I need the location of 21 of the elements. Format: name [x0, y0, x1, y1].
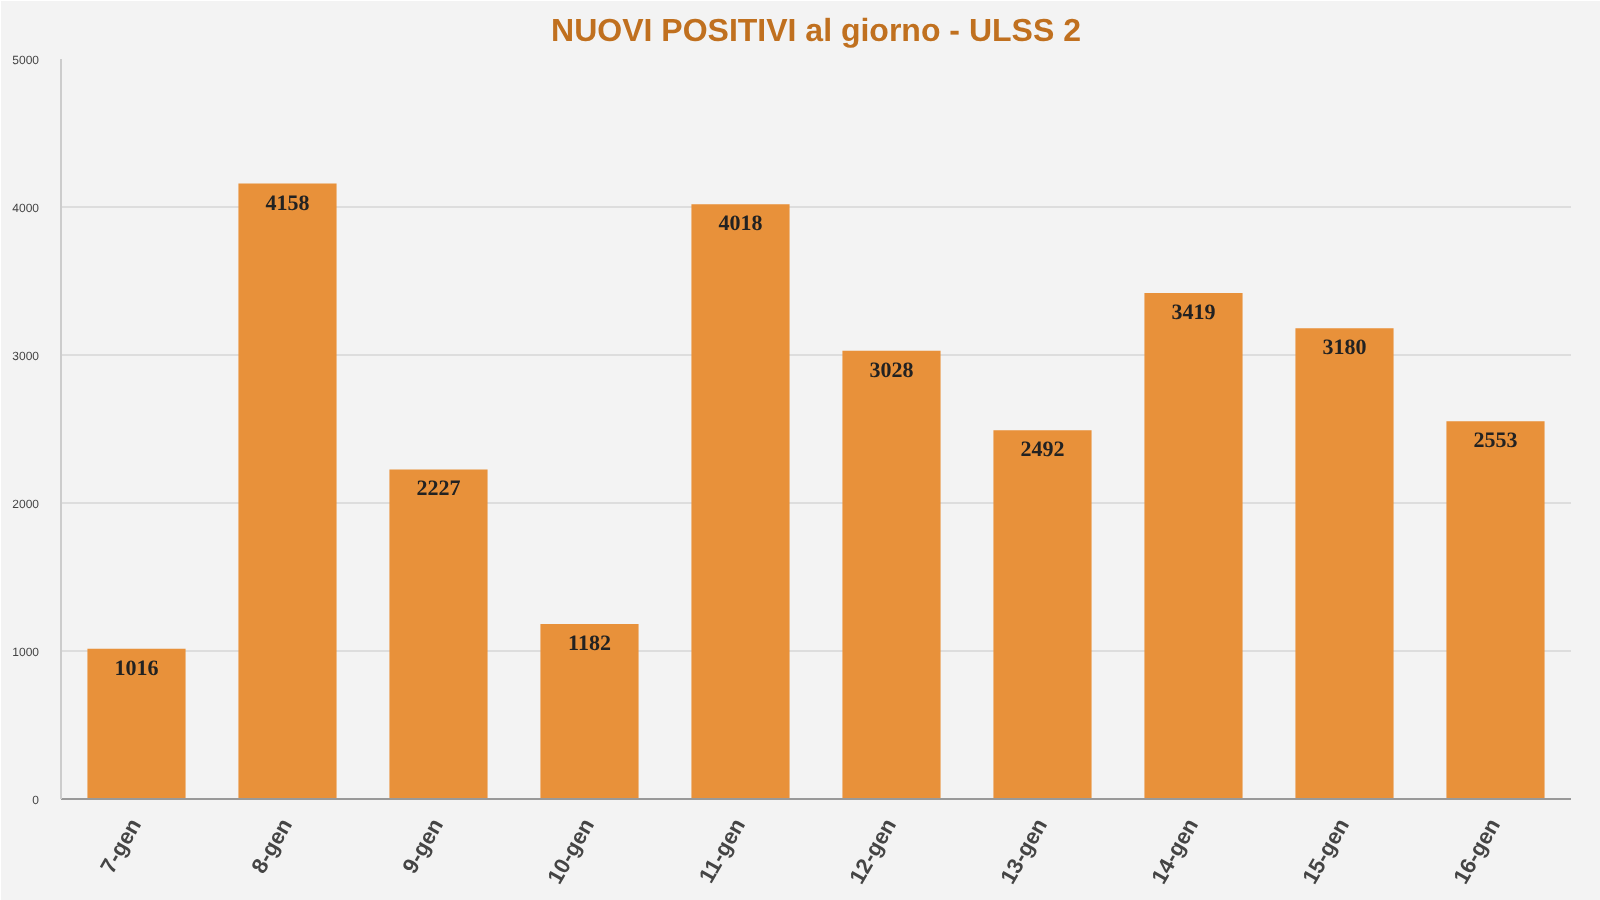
data-label: 1182	[568, 632, 612, 657]
data-label: 3180	[1322, 336, 1368, 361]
chart-title: NUOVI POSITIVI al giorno - ULSS 2	[551, 15, 1082, 49]
data-label: 3028	[869, 358, 915, 383]
bar	[691, 204, 790, 799]
bar	[540, 624, 639, 799]
data-label: 2227	[416, 477, 462, 502]
bar	[87, 648, 186, 799]
data-label: 4018	[718, 212, 764, 237]
bar	[993, 430, 1092, 799]
data-label: 2553	[1473, 429, 1519, 454]
bar	[1144, 292, 1243, 799]
bar	[389, 469, 488, 799]
bar	[1446, 421, 1545, 799]
data-label: 2492	[1020, 438, 1066, 463]
data-label: 3419	[1171, 300, 1217, 325]
bar	[238, 183, 337, 799]
bar	[1295, 328, 1394, 799]
data-label: 1016	[114, 656, 160, 681]
bar	[842, 350, 941, 799]
data-label: 4158	[265, 191, 311, 216]
